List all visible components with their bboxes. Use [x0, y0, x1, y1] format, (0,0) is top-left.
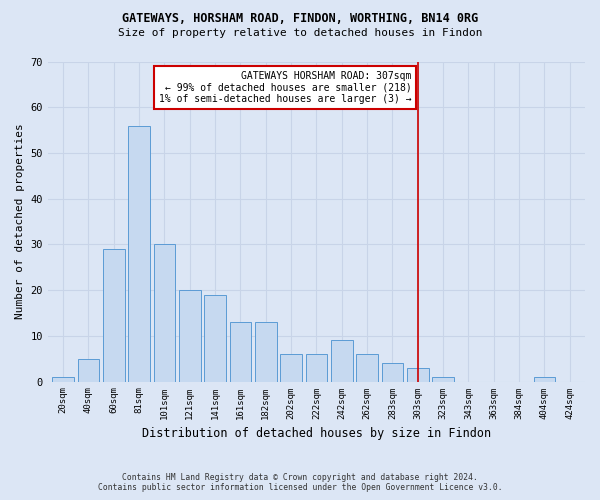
Bar	[52, 377, 74, 382]
Text: GATEWAYS HORSHAM ROAD: 307sqm
← 99% of detached houses are smaller (218)
1% of s: GATEWAYS HORSHAM ROAD: 307sqm ← 99% of d…	[159, 70, 412, 104]
Bar	[205, 294, 226, 382]
Bar	[103, 249, 125, 382]
Bar	[280, 354, 302, 382]
Bar	[77, 358, 99, 382]
Bar	[382, 364, 403, 382]
Text: Contains HM Land Registry data © Crown copyright and database right 2024.
Contai: Contains HM Land Registry data © Crown c…	[98, 473, 502, 492]
Bar	[433, 377, 454, 382]
Bar	[128, 126, 150, 382]
X-axis label: Distribution of detached houses by size in Findon: Distribution of detached houses by size …	[142, 427, 491, 440]
Bar	[407, 368, 428, 382]
Y-axis label: Number of detached properties: Number of detached properties	[15, 124, 25, 320]
Text: GATEWAYS, HORSHAM ROAD, FINDON, WORTHING, BN14 0RG: GATEWAYS, HORSHAM ROAD, FINDON, WORTHING…	[122, 12, 478, 26]
Text: Size of property relative to detached houses in Findon: Size of property relative to detached ho…	[118, 28, 482, 38]
Bar	[305, 354, 327, 382]
Bar	[154, 244, 175, 382]
Bar	[331, 340, 353, 382]
Bar	[230, 322, 251, 382]
Bar	[533, 377, 555, 382]
Bar	[356, 354, 378, 382]
Bar	[179, 290, 200, 382]
Bar	[255, 322, 277, 382]
